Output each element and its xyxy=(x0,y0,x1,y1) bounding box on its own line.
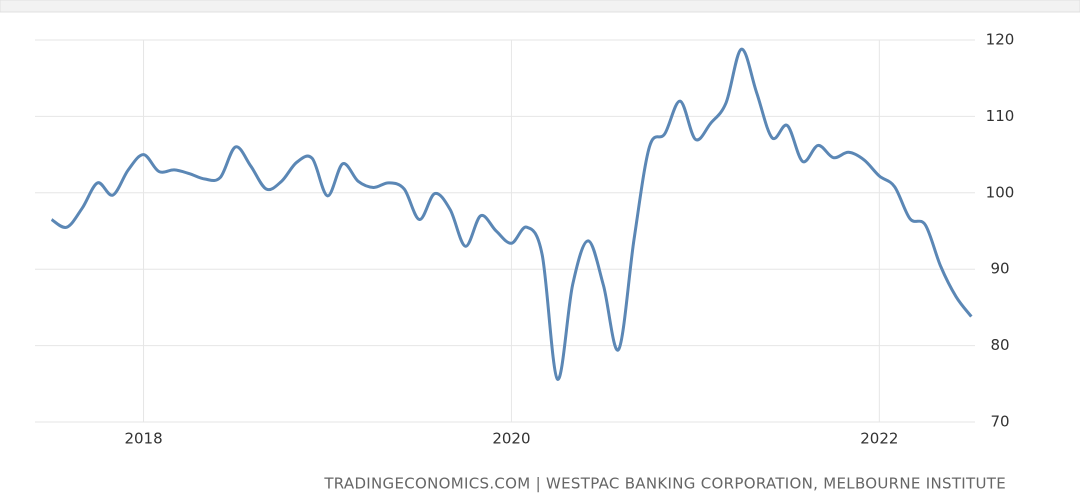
x-tick-label: 2022 xyxy=(860,430,898,448)
source: TRADINGECONOMICS.COM | WESTPAC BANKING C… xyxy=(323,475,1006,493)
series-line xyxy=(50,47,973,381)
x-tick-label: 2018 xyxy=(124,430,162,448)
y-tick-label: 100 xyxy=(986,183,1015,201)
y-tick-label: 80 xyxy=(990,336,1009,354)
y-tick-label: 70 xyxy=(990,413,1009,431)
top-bar xyxy=(0,0,1080,13)
y-tick-label: 120 xyxy=(986,31,1015,49)
y-tick-label: 90 xyxy=(990,260,1009,278)
y-tick-label: 110 xyxy=(986,107,1015,125)
x-tick-label: 2020 xyxy=(492,430,530,448)
